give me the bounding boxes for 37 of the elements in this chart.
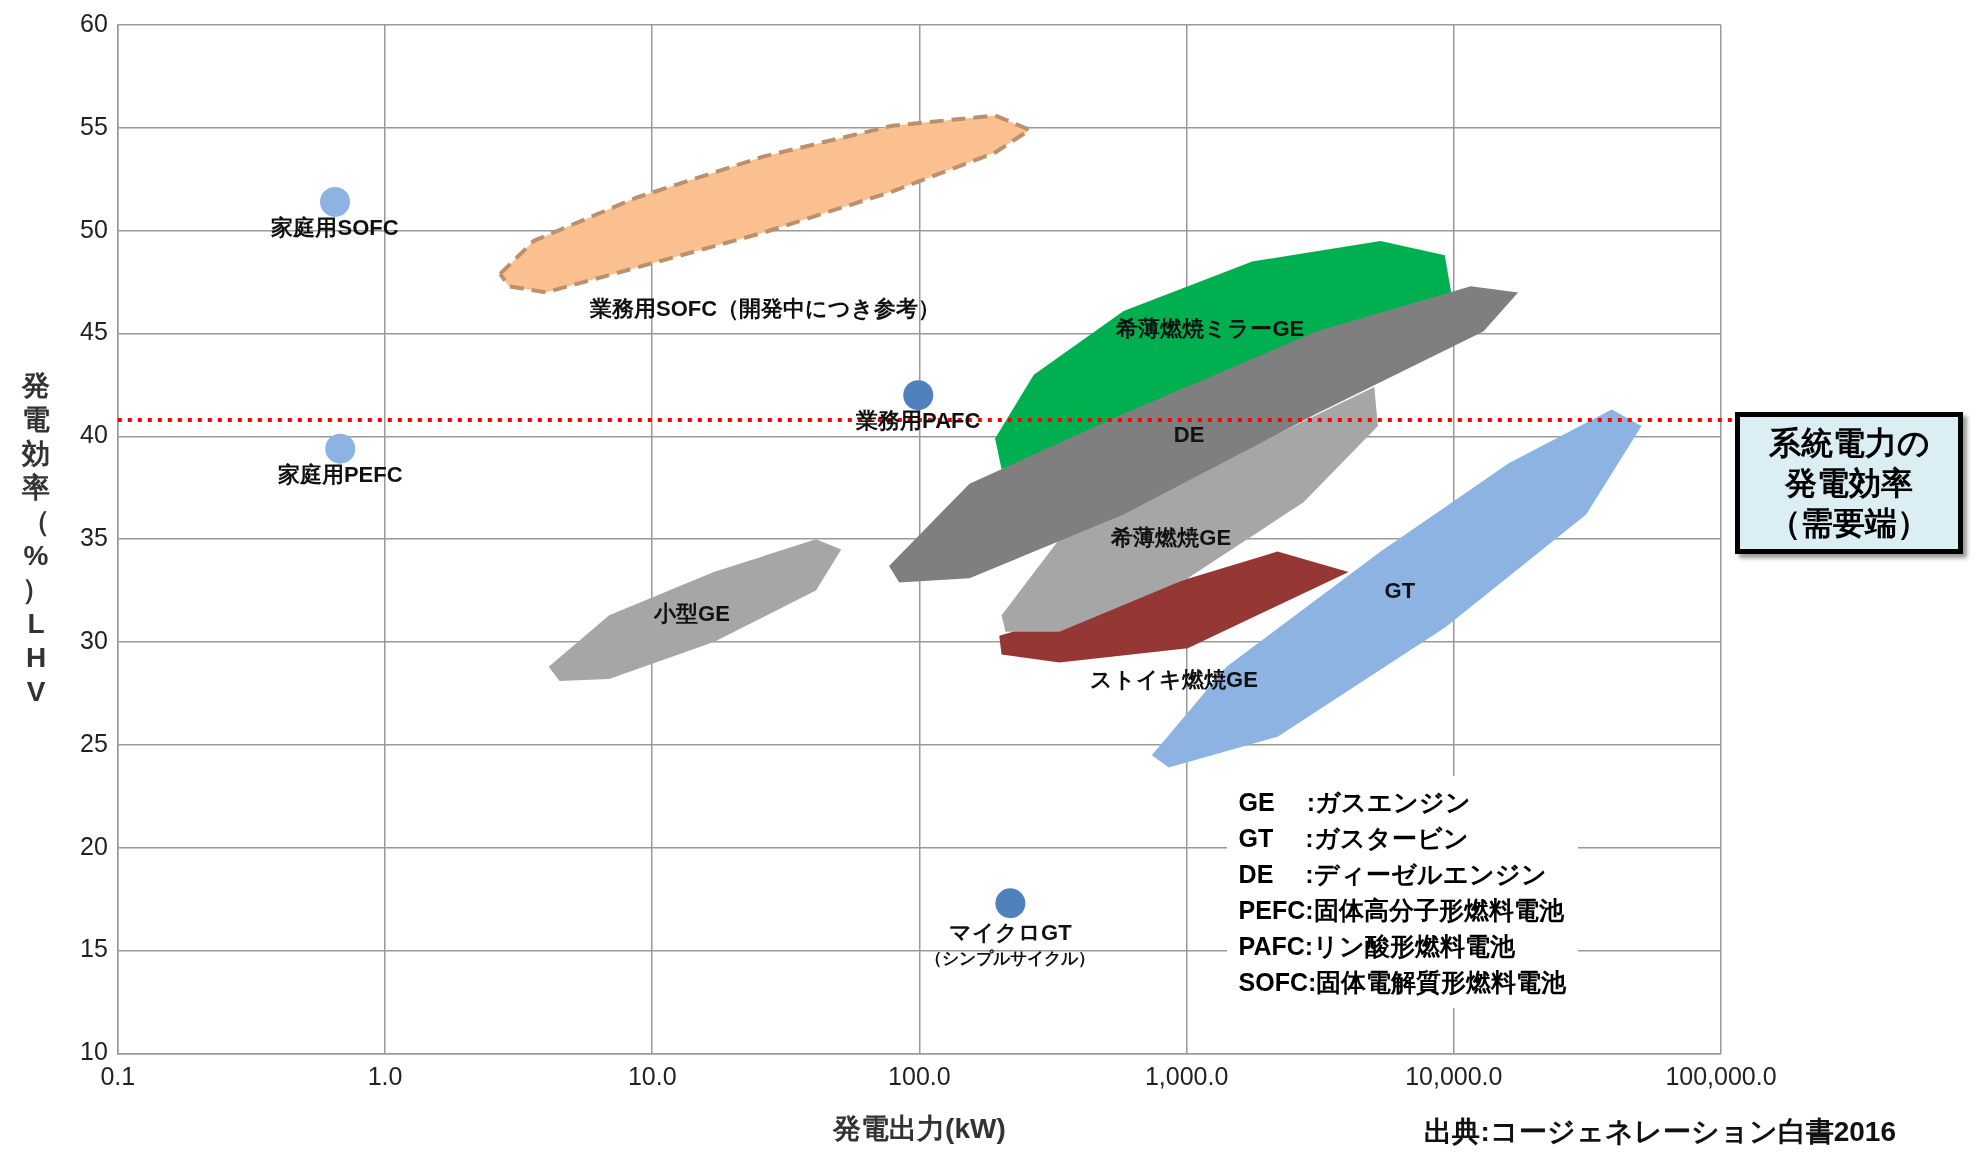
series-label: 家庭用PEFC	[276, 461, 403, 487]
source-note: 出典:コージェネレーション白書2016	[1424, 1115, 1896, 1149]
series-label: 家庭用SOFC	[270, 214, 399, 240]
y-tick-label: 60	[80, 8, 108, 37]
series-label: 業務用PAFC	[855, 408, 981, 434]
annotation: DE :ディーゼルエンジン	[1238, 859, 1547, 888]
ref-line-label: 系統電力の発電効率（需要端）	[1735, 411, 1963, 554]
series-label: 希薄燃焼ミラーGE	[1115, 316, 1305, 342]
x-tick-label: 1,000.0	[1144, 1062, 1229, 1091]
x-tick-label: 10,000.0	[1405, 1062, 1503, 1091]
y-tick-label: 40	[80, 420, 108, 449]
annotation: GE :ガスエンジン	[1238, 787, 1471, 816]
series-label: 業務用SOFC（開発中につき参考）	[588, 296, 941, 322]
annotation: SOFC:固体電解質形燃料電池	[1238, 967, 1567, 996]
y-tick-label: 50	[80, 214, 108, 243]
series-label: DE	[1173, 421, 1205, 447]
x-tick-label: 10.0	[627, 1062, 677, 1091]
x-axis-title: 発電出力(kW)	[832, 1112, 1006, 1144]
series-label: ストイキ燃焼GE	[1090, 666, 1258, 692]
series-label: GT	[1384, 577, 1416, 603]
annotation: GT :ガスタービン	[1238, 823, 1469, 852]
series-label: 希薄燃焼GE	[1110, 525, 1232, 551]
x-tick-label: 100.0	[888, 1062, 951, 1091]
y-tick-label: 15	[80, 934, 108, 963]
y-tick-label: 30	[80, 625, 108, 654]
annotation: PAFC:リン酸形燃料電池	[1238, 931, 1516, 960]
x-tick-label: 1.0	[367, 1062, 403, 1091]
text: 発電効率（%）LHV	[22, 370, 50, 708]
annotation: PEFC:固体高分子形燃料電池	[1238, 895, 1564, 924]
x-tick-label: 100,000.0	[1665, 1062, 1777, 1091]
y-tick-label: 25	[80, 728, 108, 757]
y-tick-label: 45	[80, 317, 108, 346]
y-tick-label: 55	[80, 111, 108, 140]
y-tick-label: 35	[80, 523, 108, 552]
series-label: マイクロGT（シンプルサイクル）	[925, 920, 1096, 968]
y-tick-label: 20	[80, 831, 108, 860]
series-label: 小型GE	[653, 601, 730, 627]
